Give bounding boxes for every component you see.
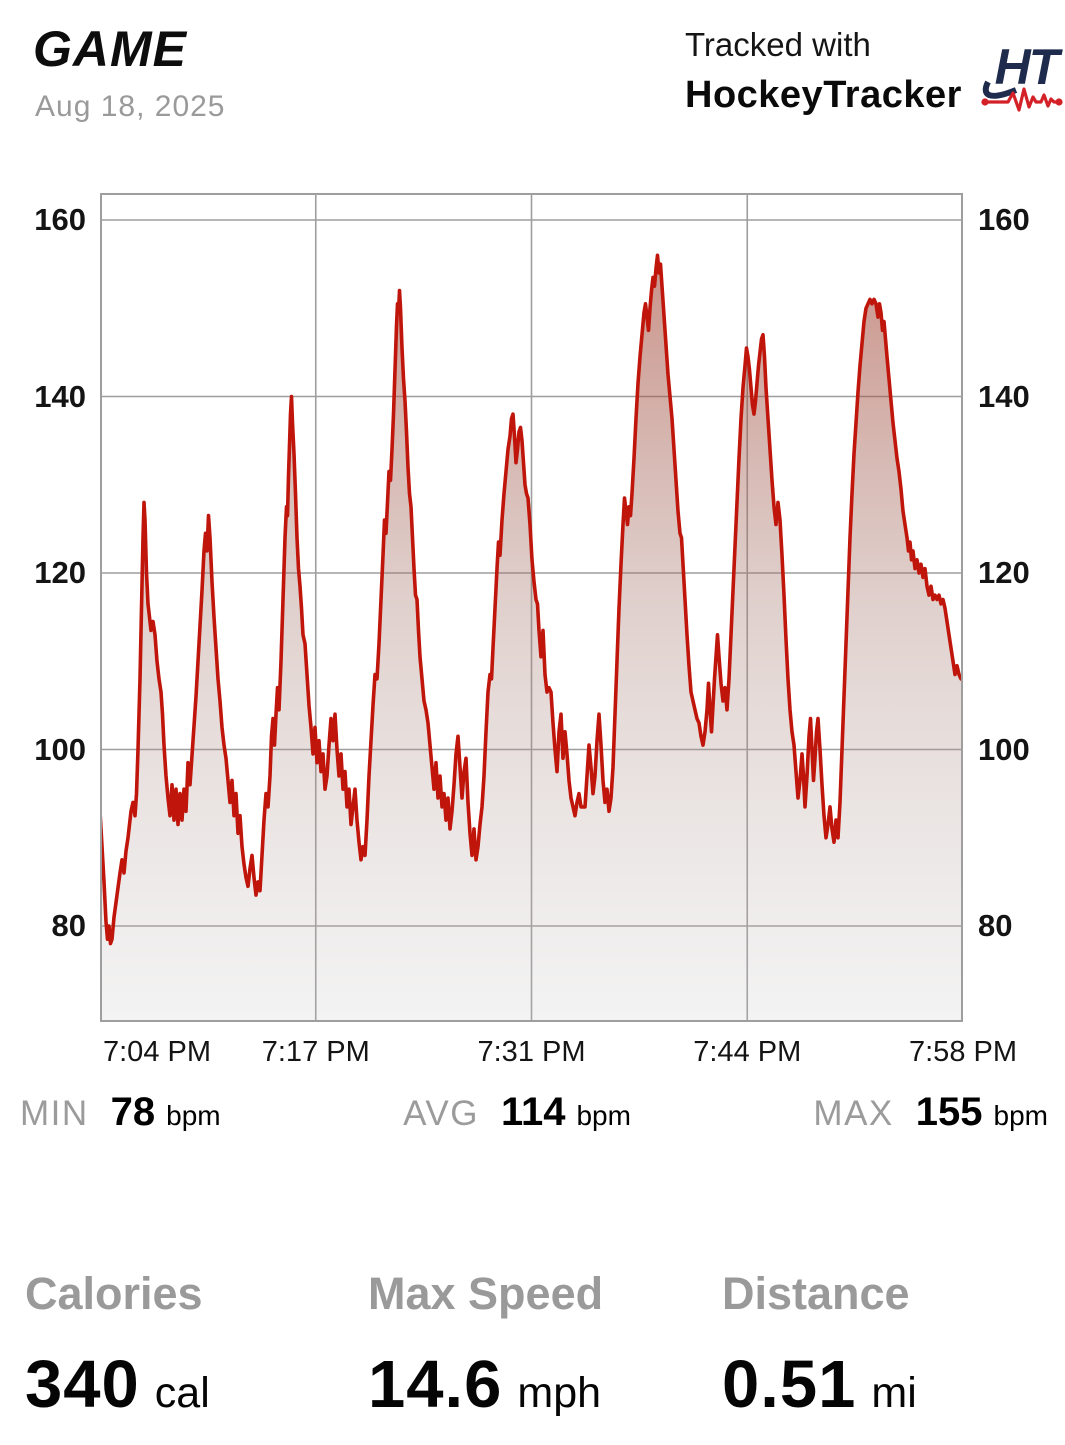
max-group: MAX 155 bpm (813, 1090, 1048, 1135)
avg-label: AVG (403, 1094, 479, 1133)
calories-value: 340 (25, 1347, 140, 1422)
game-date: Aug 18, 2025 (35, 90, 226, 123)
min-value: 78 (110, 1090, 156, 1134)
distance-unit: mi (871, 1369, 917, 1417)
x-axis-label-2: 7:17 PM (261, 1036, 370, 1068)
min-group: MIN 78 bpm (20, 1090, 221, 1135)
y-axis-label-left-120: 120 (34, 555, 86, 590)
y-axis-label-left-80: 80 (51, 908, 86, 943)
y-axis-label-right-140: 140 (978, 378, 1030, 414)
y-axis-label-right-100: 100 (978, 731, 1030, 767)
max-value: 155 (915, 1090, 983, 1134)
y-axis-label-left-100: 100 (34, 731, 86, 767)
heartbeat-dot-right (1055, 98, 1063, 106)
tracked-with-label: Tracked with (685, 26, 871, 63)
hr-summary-row: MIN 78 bpm AVG 114 bpm MAX 155 bpm (20, 1090, 1048, 1135)
heart-rate-line (100, 253, 963, 946)
max-unit: bpm (993, 1100, 1048, 1131)
avg-unit: bpm (576, 1100, 631, 1131)
logo-ht-text: HT (995, 39, 1064, 95)
chart-border (100, 193, 963, 1022)
y-axis-label-right-120: 120 (978, 555, 1030, 590)
app-name: HockeyTracker (685, 74, 962, 116)
avg-value: 114 (500, 1090, 566, 1134)
max-label: MAX (813, 1094, 894, 1133)
x-axis-label-4: 7:44 PM (693, 1036, 802, 1068)
y-axis-label-right-80: 80 (978, 908, 1013, 943)
max-speed-unit: mph (517, 1369, 602, 1417)
y-axis-label-right-160: 160 (978, 202, 1030, 237)
avg-group: AVG 114 bpm (403, 1090, 631, 1135)
heartbeat-line-icon (985, 87, 1059, 112)
hockeytracker-logo-icon: HT (981, 39, 1064, 112)
distance-value: 0.51 (722, 1347, 857, 1422)
hockey-stick-icon (982, 80, 1018, 99)
distance-label: Distance (722, 1268, 910, 1319)
y-axis-label-left-140: 140 (34, 378, 86, 414)
max-speed-label: Max Speed (368, 1268, 604, 1319)
heart-rate-area-fill (100, 255, 963, 1022)
y-axis-label-left-160: 160 (34, 202, 86, 237)
x-axis-label-1: 7:04 PM (103, 1036, 211, 1068)
heart-rate-chart (100, 193, 963, 1022)
x-axis-label-5: 7:58 PM (909, 1036, 1017, 1068)
calories-unit: cal (154, 1369, 210, 1417)
min-label: MIN (20, 1094, 89, 1133)
max-speed-value: 14.6 (368, 1347, 503, 1422)
calories-label: Calories (25, 1268, 203, 1319)
page-title: GAME (33, 21, 187, 77)
stat-calories: Calories 340 cal (25, 1268, 210, 1423)
x-axis-label-3: 7:31 PM (477, 1036, 586, 1068)
heartbeat-dot-left (981, 98, 989, 106)
min-unit: bpm (166, 1100, 221, 1131)
stat-max-speed: Max Speed 14.6 mph (368, 1268, 603, 1423)
stat-distance: Distance 0.51 mi (722, 1268, 917, 1423)
